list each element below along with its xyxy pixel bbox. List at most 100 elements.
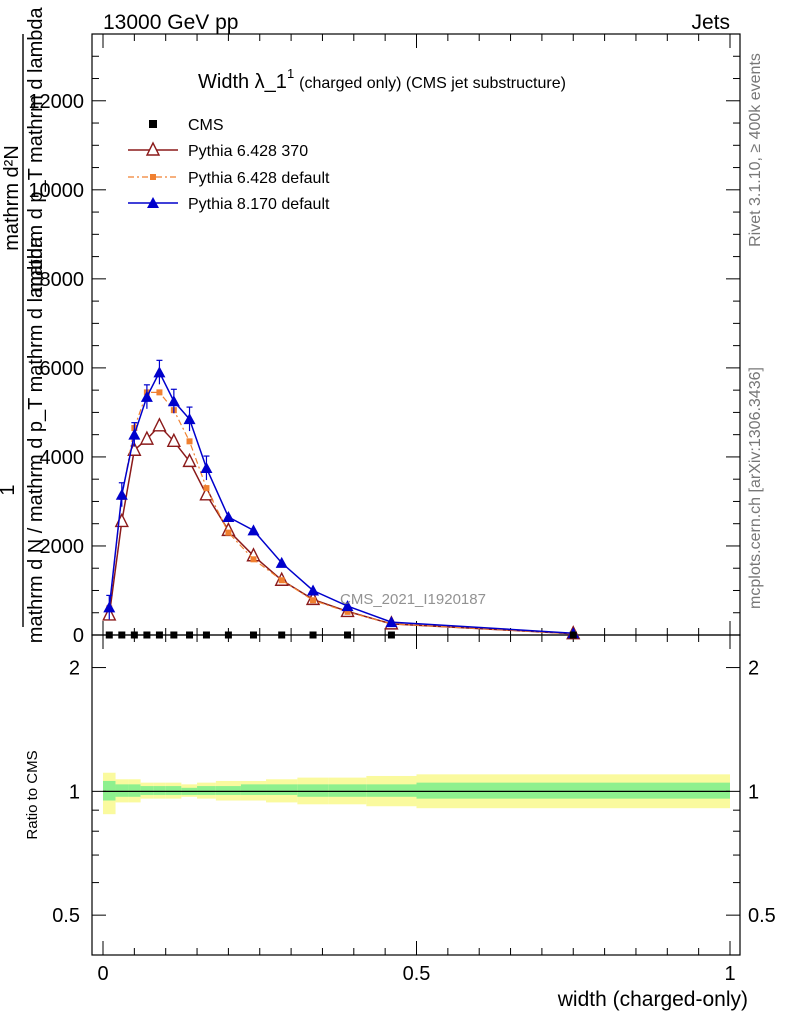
ylabel-denominator: mathrm d N / mathrm d p_T mathrm d lambd… bbox=[25, 236, 47, 643]
data-point bbox=[140, 390, 153, 402]
chart-title: Width λ_11 (charged only) (CMS jet substr… bbox=[198, 66, 566, 93]
data-point bbox=[186, 438, 193, 445]
data-point bbox=[387, 631, 395, 639]
header-right-label: Jets bbox=[691, 11, 730, 34]
y-tick-label-ratio-right: 1 bbox=[748, 781, 759, 803]
ratio-band-inner bbox=[297, 784, 329, 797]
legend-marker bbox=[145, 141, 161, 156]
data-point bbox=[128, 428, 141, 440]
legend-marker bbox=[147, 197, 159, 208]
mcplots-label: mcplots.cern.ch [arXiv:1306.3436] bbox=[747, 367, 764, 609]
data-point bbox=[183, 413, 196, 425]
data-point bbox=[222, 511, 235, 523]
axes: 0 0.5 1 0 2000 4000 6000 8000 10000 12000 0.5 0.5 1 1… bbox=[28, 34, 776, 985]
data-point bbox=[153, 366, 166, 378]
main-ylabel: mathrm d²N mathrm d p_T mathrm d lambda … bbox=[0, 6, 47, 643]
data-point bbox=[344, 631, 352, 639]
ratio-band-inner bbox=[165, 786, 182, 795]
data-point bbox=[385, 616, 398, 628]
ratio-band-inner bbox=[366, 784, 417, 797]
ratio-ylabel: Ratio to CMS bbox=[24, 750, 41, 839]
data-point bbox=[105, 631, 113, 639]
ratio-bands bbox=[103, 772, 730, 815]
data-point bbox=[118, 631, 126, 639]
data-point bbox=[275, 556, 288, 568]
y-tick-label-ratio-right: 0.5 bbox=[748, 905, 776, 927]
data-point bbox=[203, 485, 210, 492]
data-point bbox=[170, 631, 178, 639]
ylabel-one: 1 bbox=[0, 484, 19, 495]
data-point bbox=[200, 462, 213, 474]
chart-title-main: Width λ_1 bbox=[198, 71, 287, 93]
y-tick-label-main: 12000 bbox=[28, 91, 84, 113]
data-point bbox=[115, 488, 128, 500]
y-tick-label-ratio: 1 bbox=[69, 781, 80, 803]
analysis-label: CMS_2021_I1920187 bbox=[340, 591, 486, 608]
data-point bbox=[182, 452, 197, 468]
legend-marker bbox=[149, 120, 157, 128]
rivet-version-label: Rivet 3.1.10, ≥ 400k events bbox=[747, 53, 764, 247]
series-layer bbox=[102, 359, 581, 640]
header-left-label: 13000 GeV pp bbox=[103, 11, 238, 34]
legend-label: Pythia 6.428 default bbox=[188, 170, 330, 187]
data-point bbox=[186, 631, 194, 639]
data-point bbox=[310, 597, 317, 604]
y-tick-label-ratio-right: 2 bbox=[748, 658, 759, 680]
data-point bbox=[225, 529, 232, 536]
legend-label: Pythia 8.170 default bbox=[188, 196, 330, 213]
ratio-band-inner bbox=[153, 786, 166, 795]
data-point bbox=[130, 631, 138, 639]
y-tick-label-main: 0 bbox=[73, 625, 84, 647]
data-point bbox=[224, 631, 232, 639]
ratio-band-inner bbox=[328, 784, 367, 797]
chart-title-superscript: 1 bbox=[287, 66, 294, 81]
x-tick-label: 0 bbox=[97, 963, 108, 985]
data-point bbox=[143, 631, 151, 639]
data-point bbox=[156, 389, 163, 396]
data-point bbox=[167, 395, 180, 407]
ratio-band-inner bbox=[240, 784, 267, 795]
ratio-band-inner bbox=[128, 784, 141, 797]
data-point bbox=[155, 631, 163, 639]
data-point bbox=[278, 577, 285, 584]
data-point bbox=[166, 432, 181, 448]
ratio-band-inner bbox=[416, 782, 730, 799]
data-point bbox=[569, 631, 577, 639]
data-point bbox=[307, 584, 320, 596]
series-3 bbox=[103, 359, 580, 639]
legend: CMS Pythia 6.428 370 Pythia 6.428 default P… bbox=[128, 117, 330, 213]
data-point bbox=[139, 430, 155, 445]
ylabel-numerator-line2: mathrm d p_T mathrm d lambda bbox=[25, 6, 47, 292]
y-tick-label-main: 6000 bbox=[40, 358, 85, 380]
x-tick-label: 0.5 bbox=[403, 963, 431, 985]
xlabel: width (charged-only) bbox=[557, 988, 748, 1011]
x-tick-label: 1 bbox=[724, 963, 735, 985]
legend-marker bbox=[150, 174, 156, 180]
data-point bbox=[344, 608, 351, 615]
data-point bbox=[202, 631, 210, 639]
data-point bbox=[278, 631, 286, 639]
y-tick-label-main: 2000 bbox=[40, 536, 85, 558]
legend-label: Pythia 6.428 370 bbox=[188, 143, 308, 160]
y-tick-label-main: 8000 bbox=[40, 269, 85, 291]
ratio-band-inner bbox=[266, 784, 298, 795]
data-point bbox=[250, 556, 257, 563]
data-point bbox=[247, 524, 260, 536]
ratio-band-inner bbox=[115, 784, 129, 797]
ratio-band-inner bbox=[215, 786, 241, 795]
ratio-band-inner bbox=[197, 786, 216, 795]
data-point bbox=[103, 601, 116, 613]
y-tick-label-ratio: 2 bbox=[69, 658, 80, 680]
y-tick-label-main: 10000 bbox=[28, 180, 84, 202]
legend-label: CMS bbox=[188, 117, 224, 134]
chart-title-suffix: (charged only) (CMS jet substructure) bbox=[299, 75, 566, 92]
data-point bbox=[152, 417, 167, 432]
data-point bbox=[114, 512, 129, 528]
ratio-band-inner bbox=[140, 786, 154, 795]
y-tick-label-ratio: 0.5 bbox=[52, 905, 80, 927]
data-point bbox=[341, 600, 354, 612]
ylabel-numerator: mathrm d²N bbox=[1, 145, 23, 251]
y-tick-label-main: 4000 bbox=[40, 447, 85, 469]
data-point bbox=[309, 631, 317, 639]
